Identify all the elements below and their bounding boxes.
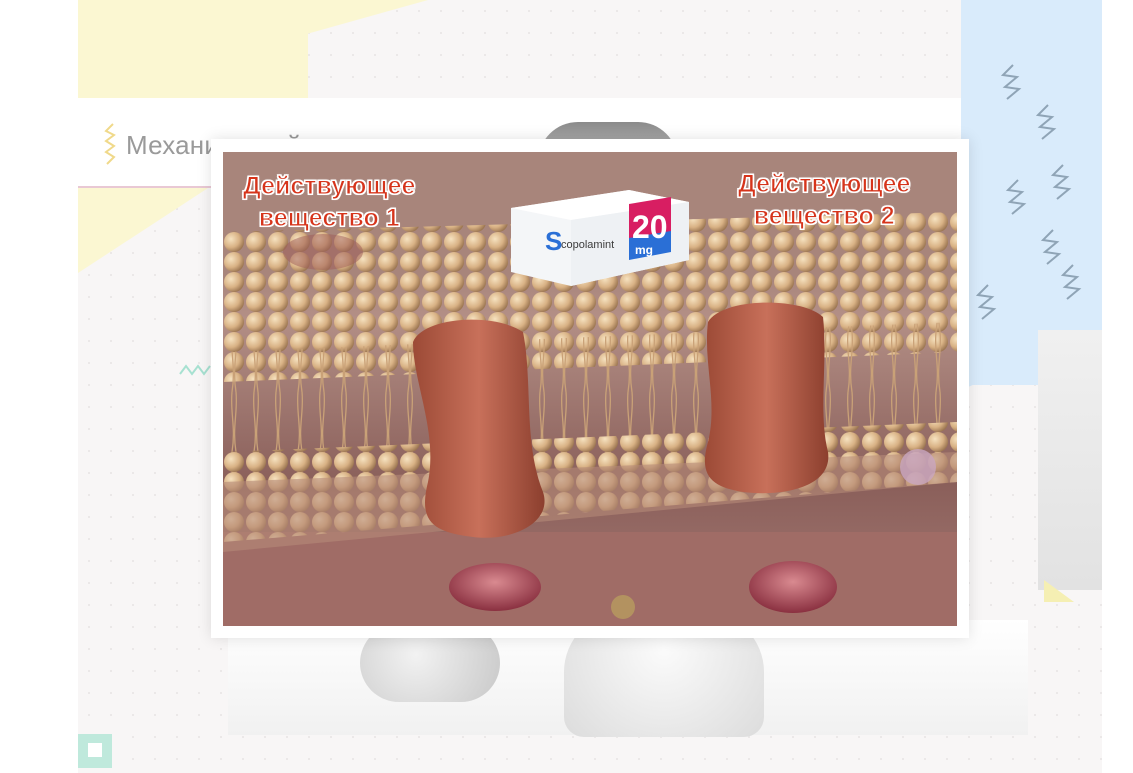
substance-1-line1: Действующее [242, 172, 416, 201]
zigzag-title-icon [104, 123, 116, 165]
package-brand-initial: S [545, 226, 562, 256]
cell-membrane-graphic [223, 152, 957, 626]
yellow-decor-small [1044, 580, 1074, 602]
package-dose-number: 20 [632, 209, 668, 245]
substance-2-line1: Действующее [737, 170, 911, 199]
substance-1-line2: вещество 1 [258, 204, 400, 233]
substance-2-line2: вещество 2 [753, 202, 895, 231]
medicine-package-image: 20 mg S copolamint [511, 190, 689, 286]
package-brand-name: copolamint [561, 239, 614, 251]
wave-decor-icon [179, 364, 211, 376]
zigzag-decor-right [975, 64, 1082, 320]
slide-nav-square[interactable] [78, 734, 112, 768]
substance-2-label: Действующее вещество 2 [737, 168, 911, 232]
room-floor-decor [1038, 330, 1102, 590]
membrane-illustration: Действующее вещество 1 Действующее вещес… [223, 152, 957, 626]
substance-1-label: Действующее вещество 1 [242, 170, 416, 234]
yellow-triangle-left [78, 188, 208, 273]
package-dose-unit: mg [635, 243, 653, 257]
blue-decor-panel [961, 0, 1102, 385]
yellow-triangle-top [78, 0, 428, 98]
